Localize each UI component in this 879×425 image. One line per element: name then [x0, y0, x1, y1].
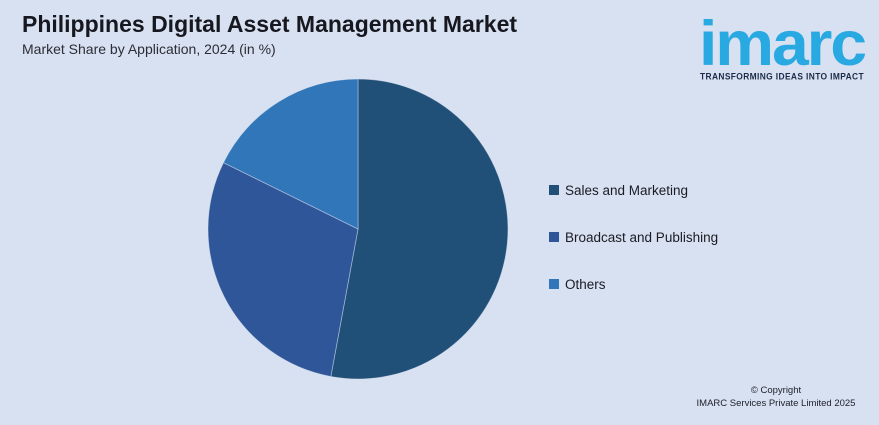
copyright-line2: IMARC Services Private Limited 2025	[696, 398, 856, 409]
imarc-logo-tagline: TRANSFORMING IDEAS INTO IMPACT	[700, 72, 864, 82]
legend-item-sales-and-marketing: Sales and Marketing	[549, 182, 718, 198]
page-subtitle: Market Share by Application, 2024 (in %)	[22, 41, 276, 57]
page-title: Philippines Digital Asset Management Mar…	[22, 11, 518, 37]
pie-slice-1	[207, 162, 359, 377]
legend-label: Others	[565, 276, 606, 292]
chart-legend: Sales and Marketing Broadcast and Publis…	[549, 183, 718, 324]
legend-item-broadcast-and-publishing: Broadcast and Publishing	[549, 229, 719, 245]
legend-label: Broadcast and Publishing	[565, 229, 719, 245]
legend-swatch-icon	[549, 232, 559, 242]
imarc-logo-text: imarc	[699, 9, 866, 79]
imarc-logo: imarc TRANSFORMING IDEAS INTO IMPACT	[691, 3, 873, 85]
imarc-logo-icon: imarc TRANSFORMING IDEAS INTO IMPACT	[699, 9, 868, 82]
copyright-line1: © Copyright	[750, 385, 802, 396]
legend-label: Sales and Marketing	[565, 182, 689, 198]
pie-slice-0	[330, 78, 509, 380]
pie-chart	[207, 78, 509, 380]
legend-swatch-icon	[549, 185, 559, 195]
pie-slice-2	[222, 78, 359, 230]
legend-swatch-icon	[549, 279, 559, 289]
copyright-notice: © Copyright IMARC Services Private Limit…	[681, 384, 871, 410]
legend-item-others: Others	[549, 276, 718, 292]
